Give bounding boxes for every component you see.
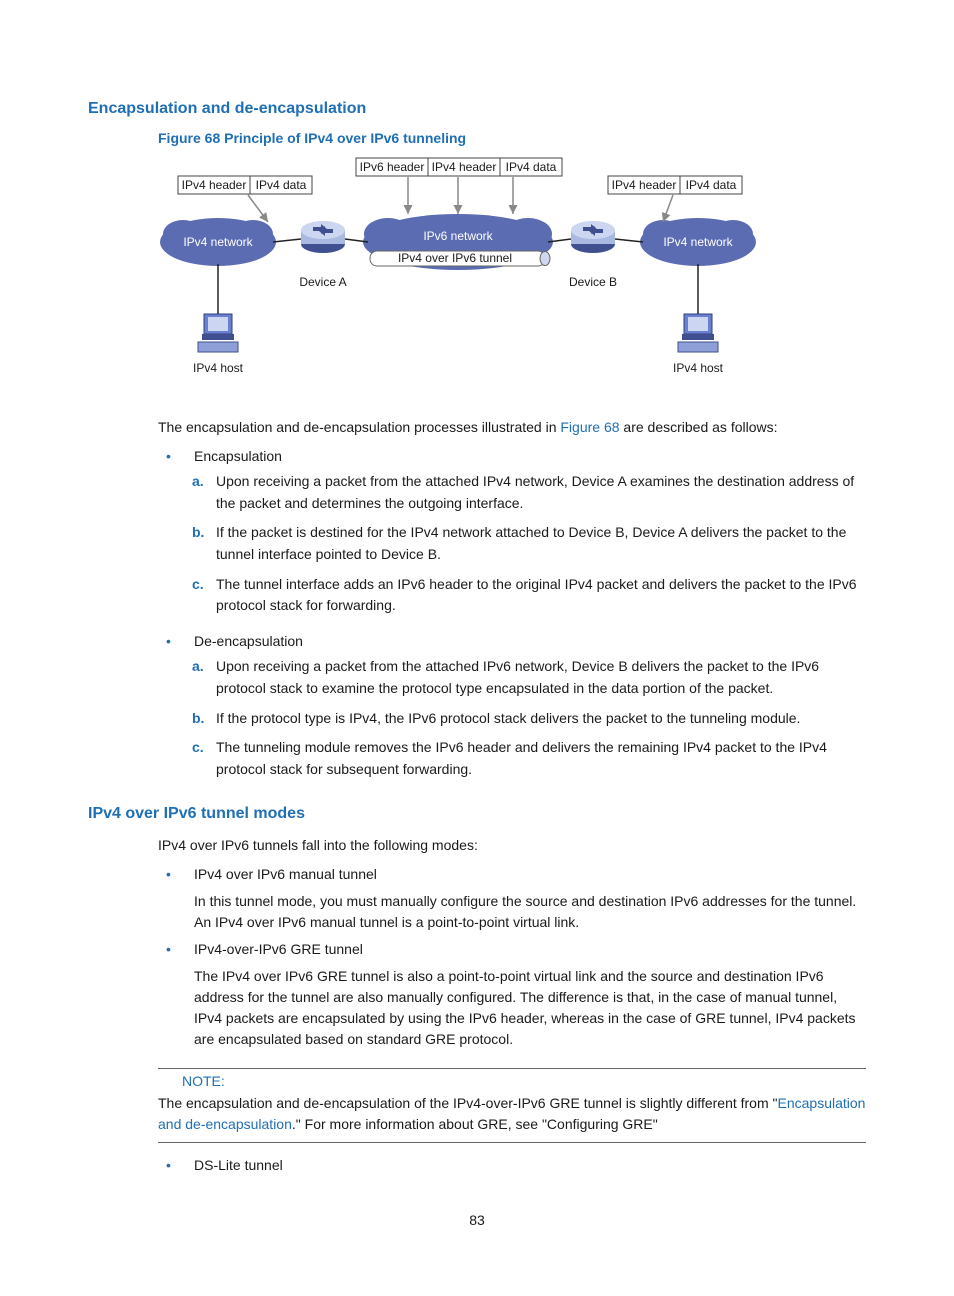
- diagram-box-mid-2: IPv4 data: [506, 160, 557, 174]
- page-number: 83: [88, 1212, 866, 1228]
- figure-caption: Figure 68 Principle of IPv4 over IPv6 tu…: [158, 130, 866, 146]
- intro-post: are described as follows:: [620, 419, 778, 435]
- router-a: [301, 221, 345, 253]
- tunnel-label: IPv4 over IPv6 tunnel: [398, 251, 512, 265]
- diagram-box-right-0: IPv4 header: [612, 178, 677, 192]
- mode-dslite-title: DS-Lite tunnel: [194, 1157, 283, 1173]
- encap-step-c: c.The tunnel interface adds an IPv6 head…: [194, 574, 866, 625]
- host-left: [198, 264, 238, 352]
- note-post: ." For more information about GRE, see "…: [292, 1116, 658, 1132]
- host-right-label: IPv4 host: [673, 361, 724, 375]
- modes-intro: IPv4 over IPv6 tunnels fall into the fol…: [158, 835, 866, 856]
- encap-step-a: a.Upon receiving a packet from the attac…: [194, 471, 866, 522]
- diagram-box-mid-1: IPv4 header: [432, 160, 497, 174]
- section-heading-tunnel-modes: IPv4 over IPv6 tunnel modes: [88, 805, 866, 823]
- host-right: [678, 264, 718, 352]
- svg-text:IPv4 network: IPv4 network: [183, 235, 253, 249]
- host-left-label: IPv4 host: [193, 361, 244, 375]
- diagram-box-left-1: IPv4 data: [256, 178, 307, 192]
- section-heading-encapsulation: Encapsulation and de-encapsulation: [88, 100, 866, 118]
- figure-diagram: IPv4 header IPv4 data IPv6 header IPv4 h…: [158, 154, 866, 399]
- deencapsulation-item: De-encapsulation a.Upon receiving a pack…: [88, 631, 866, 794]
- svg-text:IPv6 network: IPv6 network: [423, 229, 493, 243]
- encapsulation-title: Encapsulation: [194, 448, 282, 464]
- diagram-box-left-0: IPv4 header: [182, 178, 247, 192]
- note-label: NOTE:: [182, 1073, 866, 1089]
- encapsulation-item: Encapsulation a.Upon receiving a packet …: [88, 446, 866, 631]
- deencapsulation-title: De-encapsulation: [194, 633, 303, 649]
- note-pre: The encapsulation and de-encapsulation o…: [158, 1095, 778, 1111]
- decap-step-c: c.The tunneling module removes the IPv6 …: [194, 737, 866, 788]
- cloud-right: IPv4 network: [640, 218, 756, 266]
- decap-step-b: b.If the protocol type is IPv4, the IPv6…: [194, 708, 866, 738]
- intro-pre: The encapsulation and de-encapsulation p…: [158, 419, 560, 435]
- router-b: [571, 221, 615, 253]
- mode-gre: IPv4-over-IPv6 GRE tunnel The IPv4 over …: [88, 939, 866, 1056]
- note-body: The encapsulation and de-encapsulation o…: [158, 1093, 866, 1136]
- encap-step-b: b.If the packet is destined for the IPv4…: [194, 522, 866, 573]
- mode-gre-body: The IPv4 over IPv6 GRE tunnel is also a …: [194, 966, 866, 1050]
- diagram-box-right-1: IPv4 data: [686, 178, 737, 192]
- mode-manual-title: IPv4 over IPv6 manual tunnel: [194, 864, 866, 885]
- intro-paragraph: The encapsulation and de-encapsulation p…: [158, 417, 866, 438]
- device-a-label: Device A: [299, 275, 346, 289]
- mode-dslite: DS-Lite tunnel: [88, 1155, 866, 1182]
- svg-text:IPv4 network: IPv4 network: [663, 235, 733, 249]
- diagram-box-mid-0: IPv6 header: [360, 160, 425, 174]
- mode-gre-title: IPv4-over-IPv6 GRE tunnel: [194, 939, 866, 960]
- mode-manual: IPv4 over IPv6 manual tunnel In this tun…: [88, 864, 866, 939]
- device-b-label: Device B: [569, 275, 617, 289]
- decap-step-a: a.Upon receiving a packet from the attac…: [194, 656, 866, 707]
- cloud-left: IPv4 network: [160, 218, 276, 266]
- figure-link[interactable]: Figure 68: [560, 419, 619, 435]
- note-block: NOTE: The encapsulation and de-encapsula…: [158, 1068, 866, 1143]
- mode-manual-body: In this tunnel mode, you must manually c…: [194, 891, 866, 933]
